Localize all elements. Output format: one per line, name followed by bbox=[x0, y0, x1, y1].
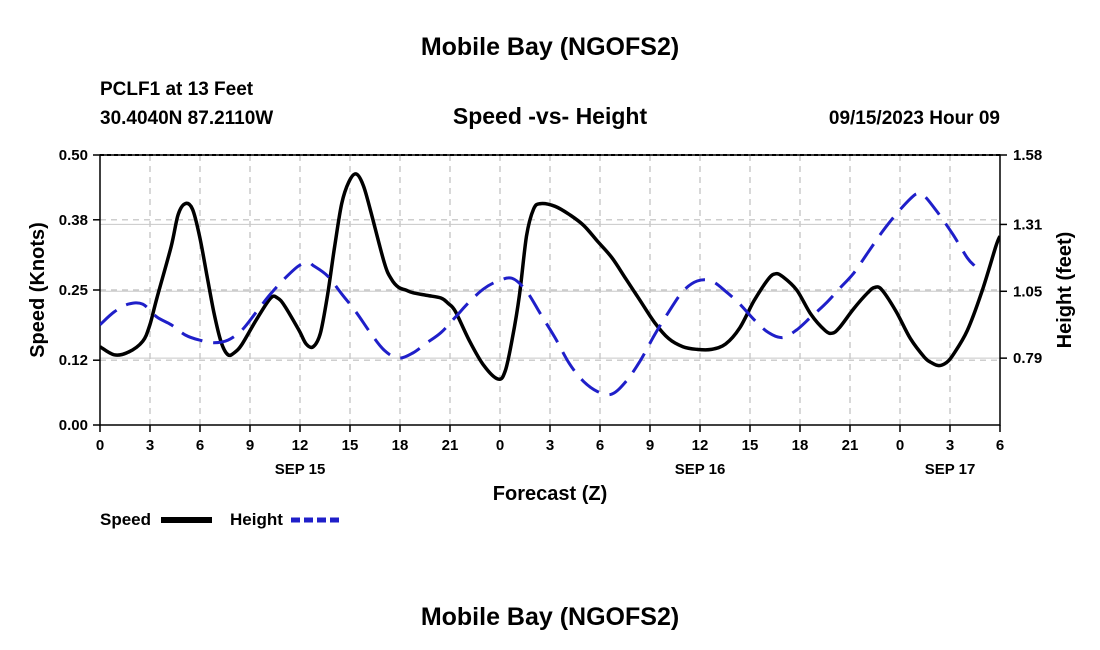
axis-ticks: 0 3 6 9 12 15 18 21 0 3 6 9 12 15 18 21 0 3 6 SEP 15 SEP 16 S… bbox=[59, 147, 1042, 478]
x-tick-label: 9 bbox=[246, 437, 254, 454]
y-axis-right-label: Height (feet) bbox=[1054, 232, 1076, 349]
forecast-datetime: 09/15/2023 Hour 09 bbox=[829, 108, 1000, 129]
series-line-height bbox=[100, 191, 976, 397]
station-coordinates: 30.4040N 87.2110W bbox=[100, 108, 273, 129]
x-tick-label: 21 bbox=[842, 437, 859, 454]
y-right-tick-label: 1.31 bbox=[1013, 216, 1042, 233]
page-title: Mobile Bay (NGOFS2) bbox=[421, 33, 679, 61]
x-tick-label: 9 bbox=[646, 437, 654, 454]
y-right-tick-label: 1.05 bbox=[1013, 283, 1042, 300]
x-axis-label: Forecast (Z) bbox=[493, 483, 607, 505]
x-tick-label: 15 bbox=[742, 437, 759, 454]
x-tick-label: 0 bbox=[896, 437, 904, 454]
y-left-tick-label: 0.12 bbox=[59, 352, 88, 369]
x-tick-label: 3 bbox=[546, 437, 554, 454]
x-tick-label: 6 bbox=[596, 437, 604, 454]
x-tick-label: 3 bbox=[146, 437, 154, 454]
x-date-label: SEP 17 bbox=[925, 461, 976, 478]
x-tick-label: 12 bbox=[292, 437, 309, 454]
x-tick-label: 3 bbox=[946, 437, 954, 454]
x-tick-label: 18 bbox=[392, 437, 409, 454]
x-date-label: SEP 16 bbox=[675, 461, 726, 478]
x-tick-label: 6 bbox=[196, 437, 204, 454]
y-right-tick-label: 0.79 bbox=[1013, 350, 1042, 367]
x-date-label: SEP 15 bbox=[275, 461, 326, 478]
x-tick-label: 18 bbox=[792, 437, 809, 454]
y-right-tick-label: 1.58 bbox=[1013, 147, 1042, 164]
chart-title: Speed -vs- Height bbox=[453, 103, 648, 129]
legend-label-speed: Speed bbox=[100, 510, 151, 529]
x-tick-label: 12 bbox=[692, 437, 709, 454]
y-left-tick-label: 0.00 bbox=[59, 417, 88, 434]
legend-label-height: Height bbox=[230, 510, 283, 529]
series-layer bbox=[100, 172, 1000, 397]
page-title-repeat: Mobile Bay (NGOFS2) bbox=[421, 603, 679, 631]
x-tick-label: 21 bbox=[442, 437, 459, 454]
y-axis-left-label: Speed (Knots) bbox=[27, 222, 49, 358]
x-tick-label: 0 bbox=[96, 437, 104, 454]
y-left-tick-label: 0.25 bbox=[59, 282, 88, 299]
y-left-tick-label: 0.38 bbox=[59, 212, 88, 229]
y-left-tick-label: 0.50 bbox=[59, 147, 88, 164]
x-tick-label: 6 bbox=[996, 437, 1004, 454]
x-tick-label: 15 bbox=[342, 437, 359, 454]
grid-lines bbox=[100, 155, 1000, 425]
station-name: PCLF1 at 13 Feet bbox=[100, 79, 254, 100]
legend: Speed Height bbox=[100, 510, 342, 529]
x-tick-label: 0 bbox=[496, 437, 504, 454]
series-line-speed bbox=[100, 172, 1000, 382]
